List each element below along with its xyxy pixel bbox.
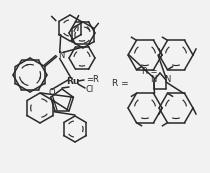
Text: =R: =R bbox=[86, 75, 99, 84]
Text: Cl: Cl bbox=[86, 84, 94, 93]
Text: N: N bbox=[59, 51, 65, 60]
Text: O: O bbox=[49, 88, 55, 97]
Text: R =: R = bbox=[142, 67, 158, 76]
Text: Ru: Ru bbox=[66, 78, 80, 86]
Text: N: N bbox=[150, 75, 156, 84]
Text: N: N bbox=[164, 75, 170, 84]
Text: R =: R = bbox=[112, 79, 128, 88]
